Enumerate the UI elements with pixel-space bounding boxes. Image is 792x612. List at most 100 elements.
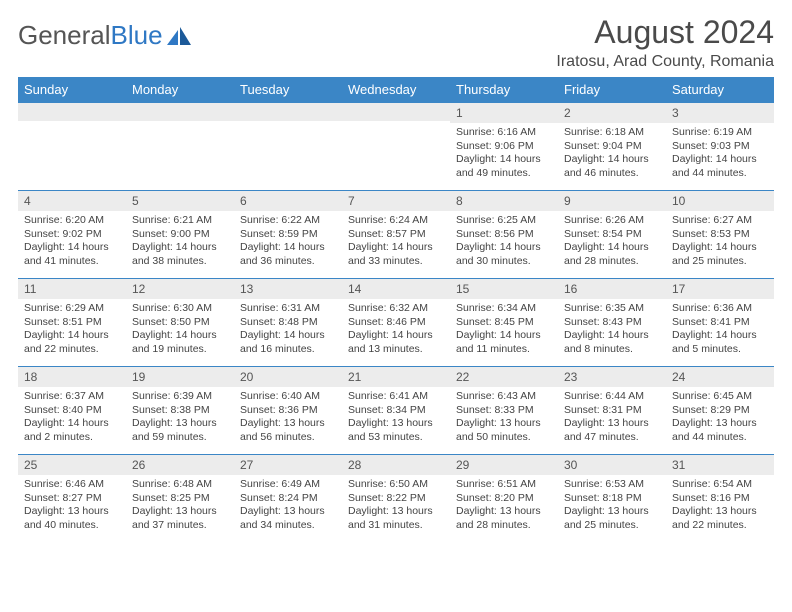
sunrise-text: Sunrise: 6:16 AM [456, 126, 552, 140]
daylight-text: Daylight: 14 hours and 36 minutes. [240, 241, 336, 268]
day-number: 1 [450, 103, 558, 123]
day-details: Sunrise: 6:22 AMSunset: 8:59 PMDaylight:… [234, 211, 342, 275]
calendar-day-cell: 8Sunrise: 6:25 AMSunset: 8:56 PMDaylight… [450, 191, 558, 279]
sunset-text: Sunset: 8:46 PM [348, 316, 444, 330]
sunrise-text: Sunrise: 6:53 AM [564, 478, 660, 492]
day-number: 22 [450, 367, 558, 387]
sunset-text: Sunset: 9:00 PM [132, 228, 228, 242]
day-details: Sunrise: 6:45 AMSunset: 8:29 PMDaylight:… [666, 387, 774, 451]
daylight-text: Daylight: 13 hours and 59 minutes. [132, 417, 228, 444]
day-details: Sunrise: 6:34 AMSunset: 8:45 PMDaylight:… [450, 299, 558, 363]
day-number: 19 [126, 367, 234, 387]
sunrise-text: Sunrise: 6:30 AM [132, 302, 228, 316]
weekday-header-row: Sunday Monday Tuesday Wednesday Thursday… [18, 77, 774, 103]
sunset-text: Sunset: 8:22 PM [348, 492, 444, 506]
daylight-text: Daylight: 14 hours and 2 minutes. [24, 417, 120, 444]
day-number: 29 [450, 455, 558, 475]
day-details: Sunrise: 6:41 AMSunset: 8:34 PMDaylight:… [342, 387, 450, 451]
day-details: Sunrise: 6:16 AMSunset: 9:06 PMDaylight:… [450, 123, 558, 187]
sunrise-text: Sunrise: 6:21 AM [132, 214, 228, 228]
calendar-day-cell: 5Sunrise: 6:21 AMSunset: 9:00 PMDaylight… [126, 191, 234, 279]
day-details: Sunrise: 6:26 AMSunset: 8:54 PMDaylight:… [558, 211, 666, 275]
day-number: 12 [126, 279, 234, 299]
sunset-text: Sunset: 8:38 PM [132, 404, 228, 418]
sunrise-text: Sunrise: 6:19 AM [672, 126, 768, 140]
calendar-week-row: 25Sunrise: 6:46 AMSunset: 8:27 PMDayligh… [18, 455, 774, 543]
calendar-week-row: 18Sunrise: 6:37 AMSunset: 8:40 PMDayligh… [18, 367, 774, 455]
calendar-day-cell: 14Sunrise: 6:32 AMSunset: 8:46 PMDayligh… [342, 279, 450, 367]
day-details: Sunrise: 6:27 AMSunset: 8:53 PMDaylight:… [666, 211, 774, 275]
calendar-day-cell: 17Sunrise: 6:36 AMSunset: 8:41 PMDayligh… [666, 279, 774, 367]
calendar-day-cell: 24Sunrise: 6:45 AMSunset: 8:29 PMDayligh… [666, 367, 774, 455]
day-details: Sunrise: 6:31 AMSunset: 8:48 PMDaylight:… [234, 299, 342, 363]
sunset-text: Sunset: 8:20 PM [456, 492, 552, 506]
daylight-text: Daylight: 14 hours and 46 minutes. [564, 153, 660, 180]
calendar-day-cell: 23Sunrise: 6:44 AMSunset: 8:31 PMDayligh… [558, 367, 666, 455]
daylight-text: Daylight: 14 hours and 8 minutes. [564, 329, 660, 356]
day-details: Sunrise: 6:19 AMSunset: 9:03 PMDaylight:… [666, 123, 774, 187]
day-details: Sunrise: 6:39 AMSunset: 8:38 PMDaylight:… [126, 387, 234, 451]
sunrise-text: Sunrise: 6:18 AM [564, 126, 660, 140]
sunset-text: Sunset: 8:59 PM [240, 228, 336, 242]
day-details [234, 121, 342, 181]
sunrise-text: Sunrise: 6:49 AM [240, 478, 336, 492]
day-details [342, 121, 450, 181]
sunrise-text: Sunrise: 6:50 AM [348, 478, 444, 492]
sunrise-text: Sunrise: 6:32 AM [348, 302, 444, 316]
day-details: Sunrise: 6:32 AMSunset: 8:46 PMDaylight:… [342, 299, 450, 363]
logo-sail-icon [167, 27, 193, 47]
calendar-day-cell: 2Sunrise: 6:18 AMSunset: 9:04 PMDaylight… [558, 103, 666, 191]
daylight-text: Daylight: 14 hours and 33 minutes. [348, 241, 444, 268]
calendar-day-cell: 15Sunrise: 6:34 AMSunset: 8:45 PMDayligh… [450, 279, 558, 367]
calendar-day-cell: 1Sunrise: 6:16 AMSunset: 9:06 PMDaylight… [450, 103, 558, 191]
day-details: Sunrise: 6:46 AMSunset: 8:27 PMDaylight:… [18, 475, 126, 539]
logo-text-gray: General [18, 20, 111, 51]
day-details: Sunrise: 6:54 AMSunset: 8:16 PMDaylight:… [666, 475, 774, 539]
daylight-text: Daylight: 13 hours and 22 minutes. [672, 505, 768, 532]
calendar-day-cell: 16Sunrise: 6:35 AMSunset: 8:43 PMDayligh… [558, 279, 666, 367]
sunrise-text: Sunrise: 6:29 AM [24, 302, 120, 316]
sunrise-text: Sunrise: 6:34 AM [456, 302, 552, 316]
day-number: 2 [558, 103, 666, 123]
sunset-text: Sunset: 8:33 PM [456, 404, 552, 418]
day-details: Sunrise: 6:24 AMSunset: 8:57 PMDaylight:… [342, 211, 450, 275]
sunset-text: Sunset: 8:29 PM [672, 404, 768, 418]
calendar-day-cell: 18Sunrise: 6:37 AMSunset: 8:40 PMDayligh… [18, 367, 126, 455]
sunrise-text: Sunrise: 6:43 AM [456, 390, 552, 404]
sunset-text: Sunset: 9:02 PM [24, 228, 120, 242]
sunset-text: Sunset: 8:27 PM [24, 492, 120, 506]
sunrise-text: Sunrise: 6:40 AM [240, 390, 336, 404]
calendar-day-cell: 30Sunrise: 6:53 AMSunset: 8:18 PMDayligh… [558, 455, 666, 543]
day-number [342, 103, 450, 121]
daylight-text: Daylight: 13 hours and 28 minutes. [456, 505, 552, 532]
day-number: 16 [558, 279, 666, 299]
calendar-day-cell: 9Sunrise: 6:26 AMSunset: 8:54 PMDaylight… [558, 191, 666, 279]
calendar-day-cell: 25Sunrise: 6:46 AMSunset: 8:27 PMDayligh… [18, 455, 126, 543]
sunrise-text: Sunrise: 6:31 AM [240, 302, 336, 316]
daylight-text: Daylight: 14 hours and 11 minutes. [456, 329, 552, 356]
day-details: Sunrise: 6:44 AMSunset: 8:31 PMDaylight:… [558, 387, 666, 451]
day-details: Sunrise: 6:18 AMSunset: 9:04 PMDaylight:… [558, 123, 666, 187]
calendar-day-cell: 3Sunrise: 6:19 AMSunset: 9:03 PMDaylight… [666, 103, 774, 191]
calendar-day-cell: 11Sunrise: 6:29 AMSunset: 8:51 PMDayligh… [18, 279, 126, 367]
day-details: Sunrise: 6:35 AMSunset: 8:43 PMDaylight:… [558, 299, 666, 363]
daylight-text: Daylight: 14 hours and 44 minutes. [672, 153, 768, 180]
calendar-day-cell: 21Sunrise: 6:41 AMSunset: 8:34 PMDayligh… [342, 367, 450, 455]
sunset-text: Sunset: 8:51 PM [24, 316, 120, 330]
daylight-text: Daylight: 13 hours and 44 minutes. [672, 417, 768, 444]
sunset-text: Sunset: 8:36 PM [240, 404, 336, 418]
calendar-day-cell: 10Sunrise: 6:27 AMSunset: 8:53 PMDayligh… [666, 191, 774, 279]
day-number [18, 103, 126, 121]
sunset-text: Sunset: 8:45 PM [456, 316, 552, 330]
day-number [234, 103, 342, 121]
day-number: 7 [342, 191, 450, 211]
calendar-day-cell: 20Sunrise: 6:40 AMSunset: 8:36 PMDayligh… [234, 367, 342, 455]
day-number: 25 [18, 455, 126, 475]
sunset-text: Sunset: 8:16 PM [672, 492, 768, 506]
weekday-header: Saturday [666, 77, 774, 103]
weekday-header: Monday [126, 77, 234, 103]
daylight-text: Daylight: 14 hours and 49 minutes. [456, 153, 552, 180]
sunrise-text: Sunrise: 6:35 AM [564, 302, 660, 316]
sunrise-text: Sunrise: 6:44 AM [564, 390, 660, 404]
calendar-day-cell: 27Sunrise: 6:49 AMSunset: 8:24 PMDayligh… [234, 455, 342, 543]
